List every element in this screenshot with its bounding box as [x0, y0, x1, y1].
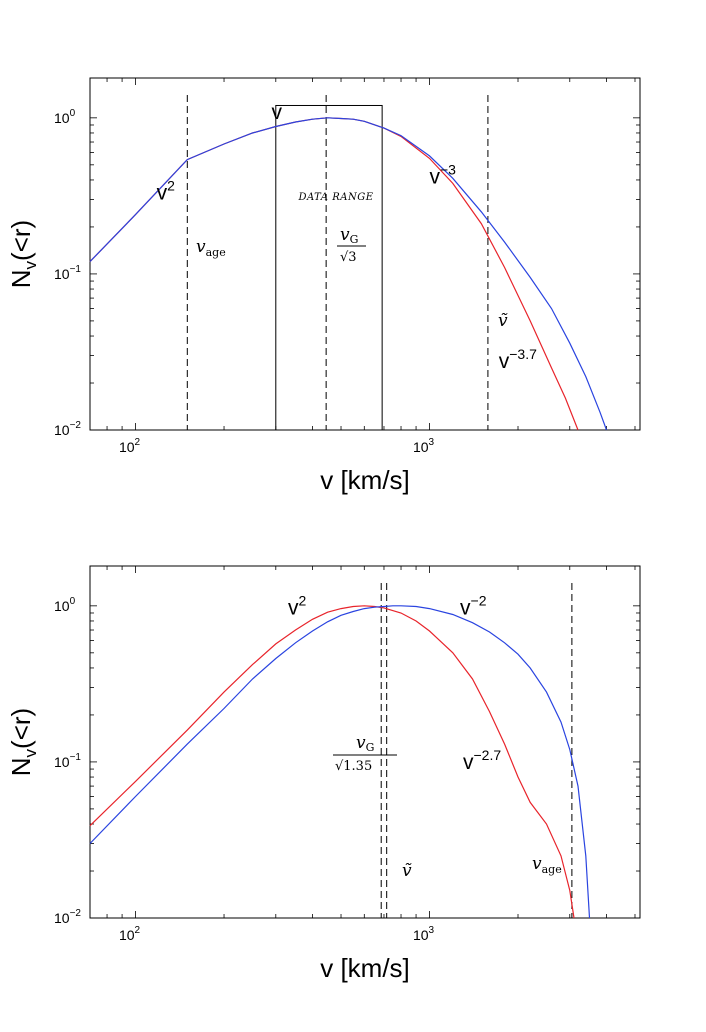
y-tick-label: 10−1: [54, 264, 81, 282]
annotations: v2 v−2 v−2.7: [288, 593, 501, 775]
series-line: [89, 605, 591, 919]
x-axis-label: v [km/s]: [320, 953, 410, 983]
slope-annotation: v2: [157, 177, 176, 204]
bottom-panel: 102 103 100 10−1 10−2 v2 v−2 v−2.7 vG √1.35 ṽ…: [6, 565, 641, 983]
slope-annotation: v−3.7: [499, 346, 537, 373]
slope-annotation: v−2.7: [463, 747, 501, 774]
svg-text:vG: vG: [340, 225, 358, 246]
slope-annotation: v−2: [460, 593, 487, 620]
curves: [89, 117, 608, 431]
y-tick-label: 100: [54, 108, 76, 126]
data-range-box: [275, 104, 383, 431]
annotations: v2 v v−3 v−3.7: [157, 101, 537, 373]
x-axis-label: v [km/s]: [320, 465, 410, 495]
y-axis-label: Nv(<r): [6, 708, 40, 776]
y-tick-label: 10−2: [54, 908, 81, 926]
x-tick-label: 103: [413, 437, 435, 455]
slope-annotation: v−3: [430, 161, 457, 188]
slope-annotation: v2: [288, 593, 307, 620]
x-tick-label: 102: [119, 437, 141, 455]
top-panel: 102 103 100 10−1 10−2 v2 v v−3 v−3.7 DATA RANG…: [6, 77, 641, 495]
curves: [89, 605, 591, 919]
y-axis-label: Nv(<r): [6, 220, 40, 288]
plot-area: [89, 77, 641, 431]
vg-over-sqrt3-label: vG √3: [337, 225, 366, 265]
slope-annotation: v: [271, 101, 282, 124]
svg-text:√3: √3: [340, 250, 357, 265]
svg-text:vG: vG: [356, 733, 374, 754]
series-line: [89, 117, 608, 431]
y-tick-labels: 100 10−1 10−2: [54, 596, 81, 926]
vg-over-sqrt135-label: vG √1.35: [333, 733, 397, 774]
x-tick-labels: 102 103: [119, 925, 435, 943]
vertical-lines: [186, 95, 489, 430]
v-tilde-label: ṽ: [402, 861, 412, 881]
tick-marks: [89, 566, 640, 919]
y-tick-label: 10−1: [54, 752, 81, 770]
data-range-label: DATA RANGE: [297, 192, 373, 203]
series-line: [89, 605, 575, 919]
y-tick-labels: 100 10−1 10−2: [54, 108, 81, 438]
svg-text:√1.35: √1.35: [335, 759, 372, 774]
x-tick-labels: 102 103: [119, 437, 435, 455]
y-tick-label: 100: [54, 596, 76, 614]
v-age-label: vage: [196, 237, 226, 259]
v-tilde-label: ṽ: [498, 311, 508, 331]
plot-area: [89, 565, 641, 919]
y-tick-label: 10−2: [54, 420, 81, 438]
series-line: [89, 117, 579, 431]
v-age-label: vage: [532, 854, 562, 876]
vertical-lines: [380, 583, 573, 918]
tick-marks: [89, 78, 640, 431]
x-tick-label: 103: [413, 925, 435, 943]
x-tick-label: 102: [119, 925, 141, 943]
